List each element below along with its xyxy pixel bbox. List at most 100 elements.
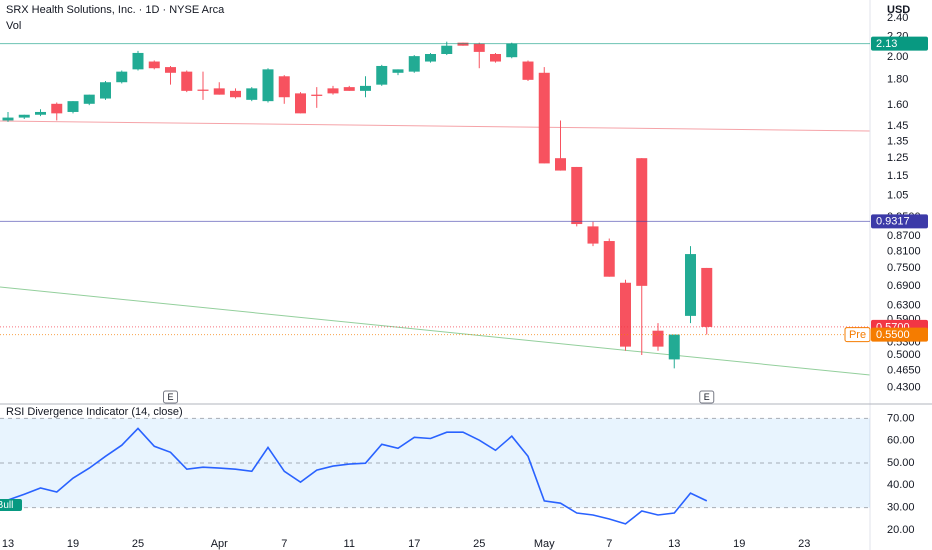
- candle-body: [652, 330, 664, 347]
- y-tick-label: 0.6900: [887, 280, 921, 292]
- candle-body: [116, 71, 128, 83]
- x-tick-label: 13: [2, 538, 14, 550]
- candle-body: [506, 43, 518, 58]
- candle-body: [51, 103, 63, 114]
- y-tick-label: 2.40: [887, 12, 908, 24]
- candle-body: [360, 85, 371, 91]
- candle-body: [490, 53, 501, 62]
- candle-body: [67, 101, 79, 112]
- candle-body: [18, 114, 30, 118]
- candle-body: [262, 69, 274, 102]
- candle-body: [603, 241, 615, 277]
- y-tick-label: 0.4650: [887, 365, 921, 377]
- event-label: E: [704, 392, 710, 402]
- candle-body: [246, 88, 258, 100]
- price-tag: [871, 327, 928, 342]
- event-marker: [699, 390, 715, 404]
- candle-body: [408, 56, 420, 72]
- candle-body: [2, 117, 14, 121]
- y-tick-label: 1.45: [887, 120, 908, 132]
- event-label: E: [167, 392, 173, 402]
- y-tick-label: 50.00: [887, 457, 915, 469]
- candle-body: [538, 72, 550, 164]
- rsi-line: [7, 427, 708, 525]
- y-tick-label: 0.4300: [887, 381, 921, 393]
- candle-body: [668, 334, 680, 360]
- y-tick-label: 0.8100: [887, 245, 921, 257]
- y-tick-label: 20.00: [887, 524, 915, 536]
- candle-body: [392, 69, 404, 73]
- candle-body: [636, 158, 648, 286]
- x-tick-label: 19: [67, 538, 79, 550]
- price-tag-label: 0.9317: [876, 216, 910, 228]
- y-tick-label: 0.5000: [887, 349, 921, 361]
- candle-body: [441, 45, 453, 54]
- x-tick-label: 11: [344, 538, 355, 550]
- y-tick-label: 1.15: [887, 170, 908, 182]
- y-tick-label: 70.00: [887, 412, 915, 424]
- y-tick-label: 60.00: [887, 435, 915, 447]
- candle-body: [701, 267, 713, 327]
- price-tag-prefix: [844, 327, 871, 343]
- candle-body: [197, 89, 209, 91]
- x-tick-label: 23: [798, 538, 810, 550]
- candle-body: [83, 94, 95, 104]
- y-tick-label: 1.80: [887, 74, 908, 86]
- candle-body: [620, 282, 631, 347]
- x-tick-label: 17: [408, 538, 420, 550]
- candle-body: [295, 93, 306, 114]
- signal-tag: [0, 499, 22, 512]
- candle-body: [685, 254, 696, 316]
- candle-body: [132, 52, 144, 70]
- x-tick-label: 7: [606, 538, 612, 550]
- signal-label: Bull: [0, 500, 13, 511]
- y-tick-label: 1.05: [887, 190, 908, 202]
- trend-line: [0, 286, 871, 376]
- candle-body: [587, 226, 599, 244]
- y-tick-label: 0.6300: [887, 299, 921, 311]
- y-tick-label: 1.60: [887, 99, 908, 111]
- y-tick-label: 40.00: [887, 479, 915, 491]
- candle-body: [522, 61, 534, 80]
- x-tick-label: Apr: [211, 538, 228, 550]
- subtitle: Vol: [6, 20, 21, 32]
- price-tag-label: 2.13: [876, 38, 897, 50]
- y-tick-label: 0.8700: [887, 230, 921, 242]
- price-tag: [871, 214, 928, 229]
- y-tick-label: 1.35: [887, 136, 908, 148]
- x-tick-label: 19: [733, 538, 745, 550]
- y-tick-label: 2.00: [887, 51, 908, 63]
- x-tick-label: 25: [132, 538, 144, 550]
- indicator-title: RSI Divergence Indicator (14, close): [6, 406, 183, 418]
- price-tag-prefix-label: Pre: [849, 329, 866, 341]
- x-tick-label: 7: [281, 538, 287, 550]
- trend-line: [0, 120, 871, 132]
- candle-body: [278, 76, 290, 98]
- candle-body: [555, 158, 566, 171]
- candle-body: [165, 67, 176, 73]
- candle-body: [230, 90, 241, 98]
- price-tag-label: 0.5500: [876, 329, 910, 341]
- x-tick-label: May: [534, 538, 555, 550]
- candle-body: [181, 71, 193, 91]
- candle-body: [100, 82, 111, 99]
- candle-body: [571, 166, 583, 225]
- y-tick-label: 30.00: [887, 502, 915, 514]
- candle-body: [376, 65, 388, 85]
- x-tick-label: 25: [473, 538, 485, 550]
- chart-title: SRX Health Solutions, Inc. · 1D · NYSE A…: [6, 4, 225, 16]
- candle-body: [343, 87, 355, 91]
- candle-body: [327, 88, 339, 94]
- candle-body: [213, 88, 225, 95]
- candle-body: [35, 111, 46, 115]
- price-tag: [871, 36, 928, 51]
- currency: USD: [887, 4, 910, 16]
- y-tick-label: 1.25: [887, 152, 908, 164]
- candle-body: [457, 42, 469, 46]
- candle-body: [425, 53, 436, 62]
- event-marker: [163, 390, 178, 404]
- y-tick-label: 0.7500: [887, 262, 921, 274]
